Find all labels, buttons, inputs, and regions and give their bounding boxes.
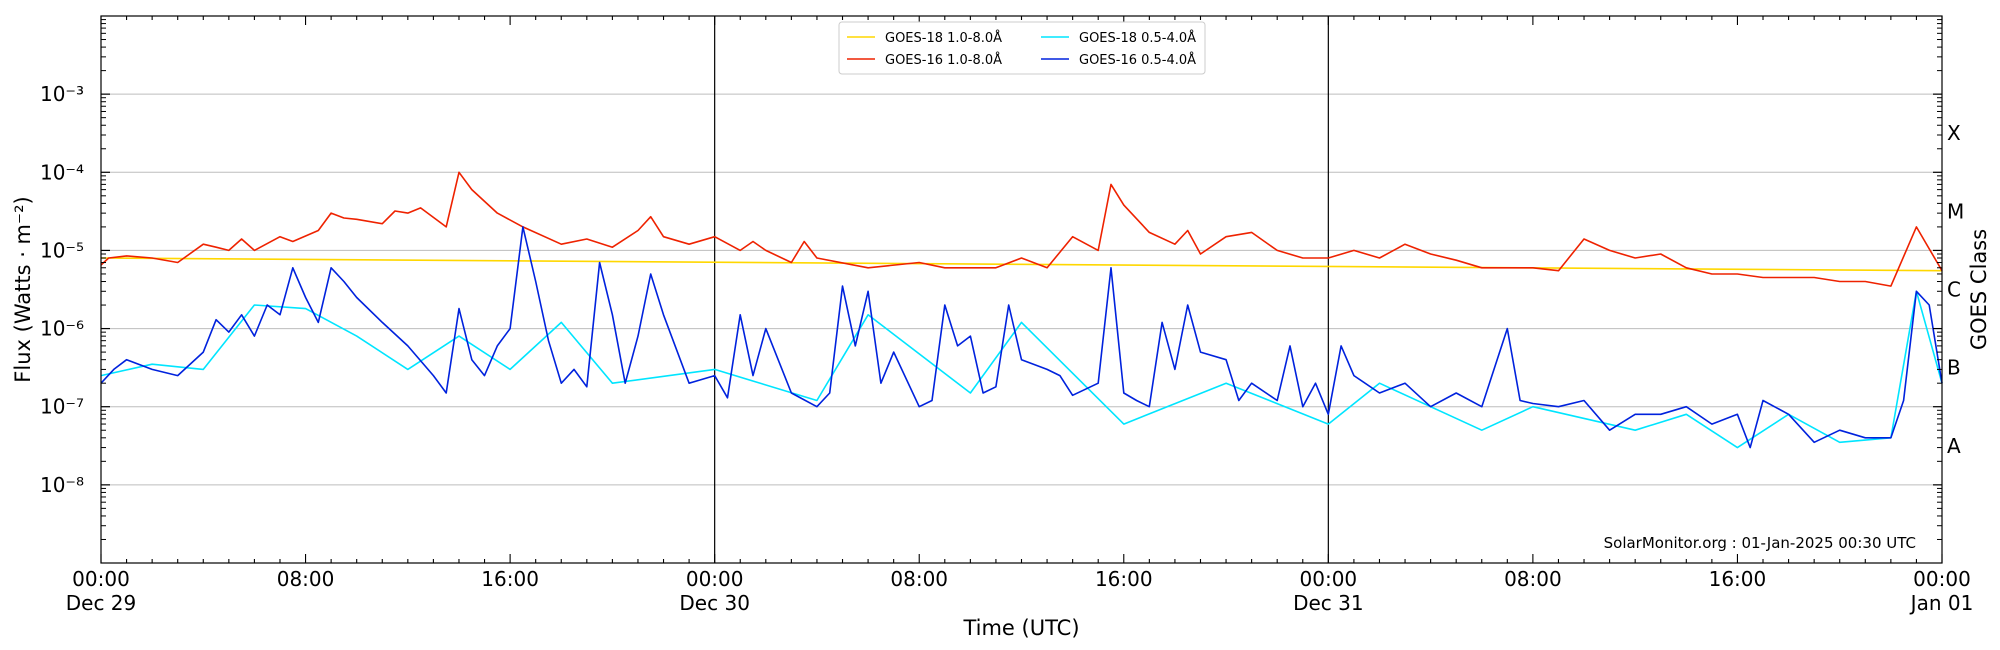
y2-axis-title: GOES Class — [1967, 229, 1991, 350]
x-axis-title: Time (UTC) — [962, 616, 1079, 640]
x-tick-time: 00:00 — [686, 567, 744, 591]
legend-label: GOES-16 0.5-4.0Å — [1079, 52, 1196, 68]
y-tick-labels: 10⁻⁸ 10⁻⁷ 10⁻⁶ 10⁻⁵ 10⁻⁴ 10⁻³ — [40, 82, 84, 497]
goes-class-labels: X M C B A — [1947, 121, 1964, 458]
class-label: X — [1947, 121, 1961, 145]
series-lines — [100, 171, 1943, 449]
plot-frame — [100, 15, 1943, 564]
class-label: C — [1947, 278, 1961, 302]
legend-label: GOES-18 0.5-4.0Å — [1079, 30, 1196, 46]
x-tick-date: Dec 30 — [679, 591, 750, 615]
class-label: A — [1947, 434, 1961, 458]
x-tick-time: 00:00 — [1300, 567, 1358, 591]
x-tick-time: 00:00 — [72, 567, 130, 591]
axis-ticks — [100, 16, 1943, 563]
class-label: B — [1947, 356, 1961, 380]
x-tick-date: Jan 01 — [1909, 591, 1974, 615]
y-tick-label: 10⁻⁶ — [40, 317, 84, 341]
x-tick-date: Dec 31 — [1293, 591, 1364, 615]
x-tick-time: 16:00 — [481, 567, 539, 591]
x-tick-time: 00:00 — [1913, 567, 1971, 591]
x-tick-time: 16:00 — [1095, 567, 1153, 591]
legend-box — [838, 21, 1206, 75]
series-line — [100, 290, 1943, 449]
x-tick-time: 08:00 — [890, 567, 948, 591]
x-tick-time: 08:00 — [277, 567, 335, 591]
legend: GOES-18 1.0-8.0Å GOES-16 1.0-8.0Å GOES-18 … — [838, 21, 1206, 75]
x-tick-time: 08:00 — [1504, 567, 1562, 591]
grid-lines — [101, 93, 1942, 486]
series-line — [100, 257, 1943, 272]
source-annotation: SolarMonitor.org : 01-Jan-2025 00:30 UTC — [1604, 534, 1916, 552]
day-boundary-lines — [714, 16, 1329, 563]
legend-label: GOES-18 1.0-8.0Å — [885, 30, 1002, 46]
y-axis-title: Flux (Watts · m⁻²) — [11, 196, 35, 382]
legend-label: GOES-16 1.0-8.0Å — [885, 52, 1002, 68]
series-line — [100, 171, 1943, 287]
y-tick-label: 10⁻⁷ — [40, 395, 84, 419]
x-tick-time: 16:00 — [1709, 567, 1767, 591]
y-tick-label: 10⁻⁴ — [40, 160, 84, 184]
y-tick-label: 10⁻⁵ — [40, 238, 84, 262]
y-tick-label: 10⁻⁸ — [40, 473, 84, 497]
series-line — [100, 226, 1943, 449]
y-tick-label: 10⁻³ — [40, 82, 84, 106]
class-label: M — [1947, 199, 1964, 223]
x-tick-date: Dec 29 — [66, 591, 137, 615]
